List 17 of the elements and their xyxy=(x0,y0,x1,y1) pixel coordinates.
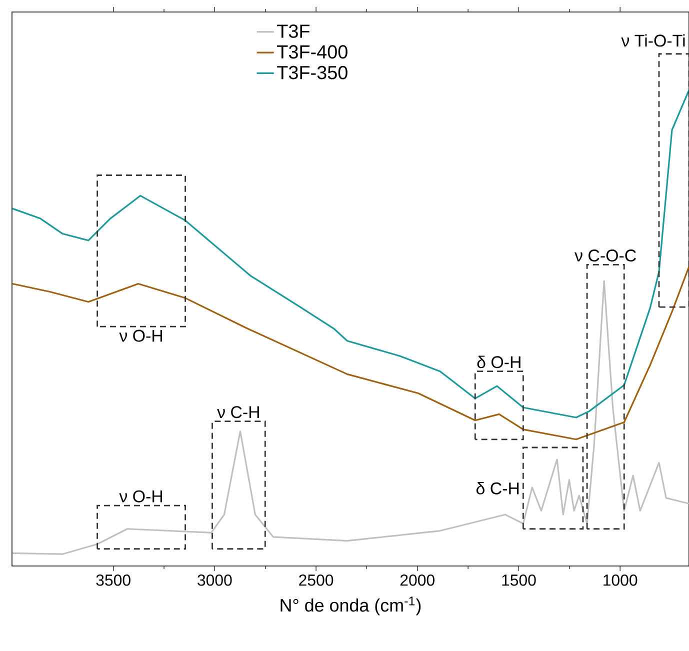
x-tick-label: 2500 xyxy=(299,574,334,586)
annotation: δ O-H xyxy=(477,356,520,368)
legend-label: T3F-350 xyxy=(277,66,348,80)
legend-label: T3F xyxy=(277,24,310,38)
x-tick-label: 1000 xyxy=(604,574,638,586)
annotation: ν C-O-C xyxy=(574,250,636,262)
annotation: δ C-H xyxy=(476,482,519,494)
annotation: ν C-H xyxy=(217,406,259,418)
annotation: ν O-H xyxy=(119,490,162,502)
x-tick-label: 2000 xyxy=(400,574,434,586)
x-tick-label: 3500 xyxy=(96,574,130,586)
x-tick-label: 3000 xyxy=(198,574,232,586)
x-axis-title: N° de onda (cm$^{-1}$) xyxy=(280,596,421,616)
legend-label: T3F-400 xyxy=(277,45,348,59)
annotation: ν O-H xyxy=(119,330,162,342)
text: ν Ti-O-Ti xyxy=(621,34,685,47)
x-tick-label: 1500 xyxy=(502,574,536,586)
